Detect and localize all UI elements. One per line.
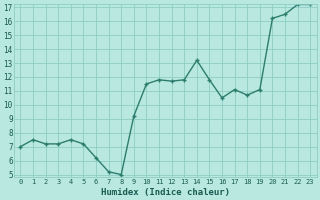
X-axis label: Humidex (Indice chaleur): Humidex (Indice chaleur)	[101, 188, 230, 197]
